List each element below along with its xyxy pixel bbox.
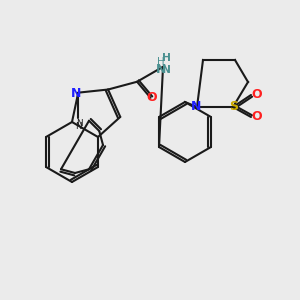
Text: O: O — [146, 91, 157, 104]
Text: N: N — [76, 119, 83, 128]
Text: H: H — [157, 57, 165, 67]
Text: N: N — [156, 63, 166, 76]
Text: O: O — [252, 88, 262, 101]
Text: N: N — [75, 122, 82, 131]
Text: H
N: H N — [162, 53, 170, 75]
Text: S: S — [230, 100, 238, 112]
Text: N: N — [71, 87, 81, 100]
Text: N: N — [191, 100, 201, 112]
Text: O: O — [252, 110, 262, 124]
